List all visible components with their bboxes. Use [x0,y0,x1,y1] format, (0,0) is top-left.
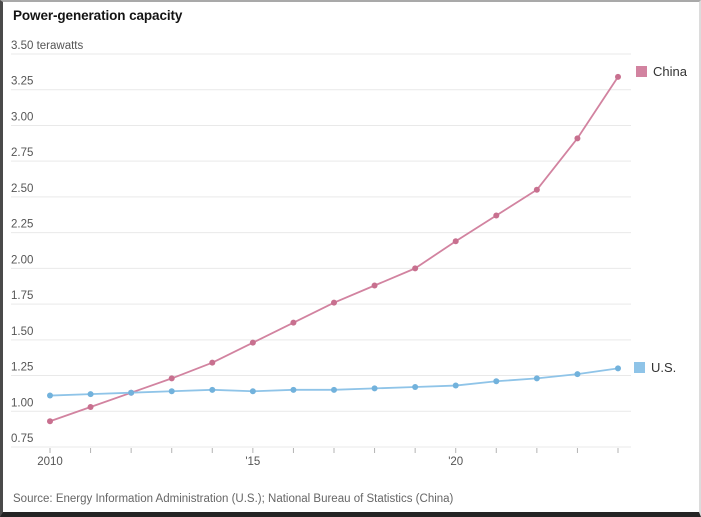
china-data-point [371,282,378,289]
us-legend-swatch [634,362,645,373]
china-data-point [47,418,53,425]
y-axis-tick-label: 2.00 [11,254,33,266]
y-axis-tick-label: 3.25 [11,76,33,88]
china-data-point [452,238,459,245]
us-data-point [209,386,216,393]
china-data-point [574,135,581,142]
china-data-point [615,73,621,80]
y-axis-tick-label: 3.00 [11,111,33,123]
us-data-point [371,385,378,392]
y-axis-tick-label: 2.25 [11,219,33,231]
y-axis-tick-label: 1.75 [11,290,33,302]
y-axis-tick-label: 0.75 [11,433,33,445]
china-line [49,75,619,423]
y-axis-tick-label: 1.50 [11,326,33,338]
china-data-point [249,339,256,346]
us-data-point [87,391,94,398]
china-data-point [209,359,216,366]
x-axis-tick-label: '15 [245,456,260,468]
us-legend-label: U.S. [651,360,677,375]
y-axis-tick-label: 1.25 [11,362,33,374]
legend-item-us: U.S. [634,361,676,374]
y-axis-tick-label: 1.00 [11,397,33,409]
china-legend-label: China [653,64,687,79]
us-data-point [290,386,297,393]
china-legend-swatch [636,66,647,77]
us-data-point [47,392,53,399]
us-data-point [452,382,459,389]
us-data-point [615,365,621,372]
y-axis-tick-label: 2.75 [11,147,33,159]
china-data-point [533,186,540,193]
source-attribution: Source: Energy Information Administratio… [13,493,454,505]
y-axis-tick-label: 2.50 [11,183,33,195]
us-data-point [533,375,540,382]
us-data-point [412,383,419,390]
us-data-point [493,378,500,385]
china-data-point [87,403,94,410]
us-data-point [574,371,581,378]
us-data-point [249,388,256,395]
x-axis-tick-label: 2010 [37,456,63,468]
legend-item-china: China [636,65,687,78]
china-data-point [168,375,175,382]
line-chart: 0.75 1.00 1.25 1.50 1.75 2.00 2.25 2.50 2.75 3.00… [11,40,631,468]
china-data-point [412,265,419,272]
china-data-point [493,212,500,219]
chart-title: Power-generation capacity [13,8,183,23]
china-data-point [290,319,297,326]
x-axis-tick-label: '20 [448,456,463,468]
china-data-point [331,299,337,306]
y-axis-tick-label: 3.50 terawatts [11,40,83,52]
us-data-point [128,389,135,396]
us-data-point [168,388,175,395]
us-data-point [331,386,337,393]
